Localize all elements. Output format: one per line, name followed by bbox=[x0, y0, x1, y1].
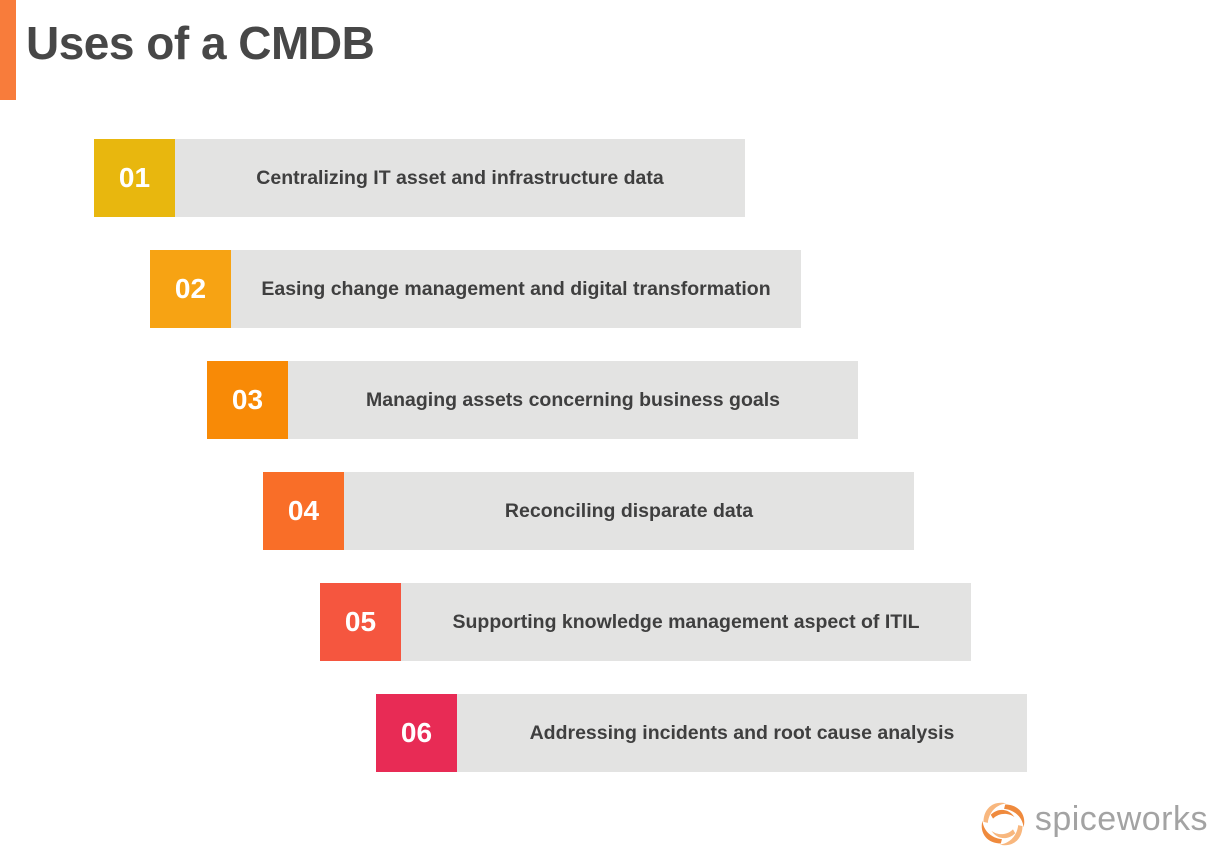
item-number-badge: 06 bbox=[376, 694, 457, 772]
item-label: Reconciling disparate data bbox=[344, 472, 914, 550]
item-number-badge: 05 bbox=[320, 583, 401, 661]
list-item: 02 Easing change management and digital … bbox=[150, 250, 801, 328]
item-number-badge: 04 bbox=[263, 472, 344, 550]
spiceworks-pinwheel-icon bbox=[981, 802, 1025, 846]
item-number-badge: 01 bbox=[94, 139, 175, 217]
list-item: 06 Addressing incidents and root cause a… bbox=[376, 694, 1027, 772]
spiceworks-logo: spiceworks bbox=[977, 796, 1208, 852]
page-title: Uses of a CMDB bbox=[26, 17, 375, 69]
item-number-badge: 02 bbox=[150, 250, 231, 328]
item-label: Easing change management and digital tra… bbox=[231, 250, 801, 328]
item-number-badge: 03 bbox=[207, 361, 288, 439]
list-item: 04 Reconciling disparate data bbox=[263, 472, 914, 550]
item-label: Addressing incidents and root cause anal… bbox=[457, 694, 1027, 772]
item-label: Managing assets concerning business goal… bbox=[288, 361, 858, 439]
title-accent-bar bbox=[0, 0, 16, 100]
spiceworks-wordmark: spiceworks bbox=[1034, 800, 1208, 838]
list-item: 01 Centralizing IT asset and infrastruct… bbox=[94, 139, 745, 217]
list-item: 03 Managing assets concerning business g… bbox=[207, 361, 858, 439]
list-item: 05 Supporting knowledge management aspec… bbox=[320, 583, 971, 661]
item-label: Centralizing IT asset and infrastructure… bbox=[175, 139, 745, 217]
item-label: Supporting knowledge management aspect o… bbox=[401, 583, 971, 661]
